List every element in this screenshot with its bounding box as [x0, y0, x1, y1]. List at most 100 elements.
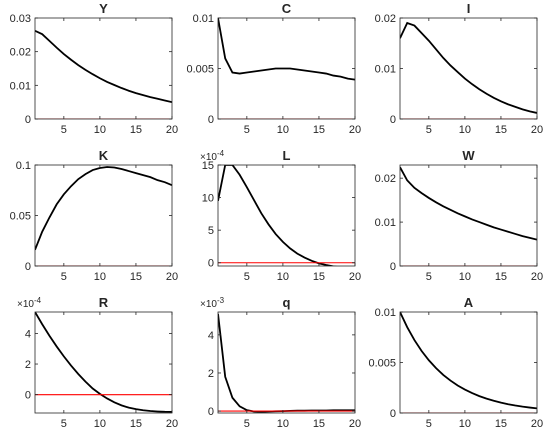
y-tick-label: 0.02 [10, 47, 31, 59]
x-tick-label: 5 [426, 418, 432, 430]
panel-c: C 5 10 15 20 0 0.005 0.01 [186, 1, 361, 136]
y-tick-label: 2 [208, 368, 214, 380]
x-tick-label: 15 [130, 271, 142, 283]
y-tick-label: 0 [25, 261, 31, 273]
x-tick-label: 20 [166, 271, 178, 283]
series-line-w [400, 166, 537, 241]
x-tick-label: 5 [61, 124, 67, 136]
x-tick-label: 15 [495, 271, 507, 283]
x-tick-label: 15 [313, 418, 325, 430]
y-tick-label: 0 [390, 408, 396, 420]
x-tick-label: 10 [277, 124, 289, 136]
series-line-r [35, 312, 172, 413]
y-exponent-label: ×10-3 [200, 296, 225, 310]
x-tick-label: 5 [426, 271, 432, 283]
y-exponent-label: ×10-4 [17, 296, 42, 310]
x-tick-label: 10 [277, 418, 289, 430]
y-tick-label: 0 [25, 114, 31, 126]
x-tick-label: 15 [495, 124, 507, 136]
x-tick-label: 5 [244, 271, 250, 283]
y-tick-label: 0.01 [10, 80, 31, 92]
series-line-k [35, 166, 172, 251]
series-line-i [400, 21, 537, 114]
panel-k: K 5 10 15 20 0 0.05 0.1 [10, 148, 179, 283]
x-tick-label: 20 [349, 418, 361, 430]
axes-box [399, 311, 538, 414]
panel-w: W 5 10 15 20 0 0.01 0.02 [375, 148, 544, 283]
x-tick-label: 20 [531, 124, 543, 136]
y-tick-label: 0 [390, 114, 396, 126]
panel-y: Y 5 10 15 20 0 0.01 0.02 0.03 [10, 1, 179, 136]
x-tick-label: 10 [459, 124, 471, 136]
y-tick-label: 0.01 [375, 307, 396, 319]
x-tick-label: 5 [244, 124, 250, 136]
x-tick-label: 10 [277, 271, 289, 283]
panel-q: q 5 10 15 20 0 2 4 ×10-3 [200, 295, 361, 430]
x-tick-label: 5 [61, 418, 67, 430]
series-line-l [218, 165, 338, 266]
x-tick-label: 20 [349, 271, 361, 283]
panel-title: K [99, 148, 109, 163]
panel-title: R [99, 295, 109, 310]
y-tick-label: 0 [208, 258, 214, 270]
axes-box [217, 311, 356, 414]
axes-box [399, 164, 538, 267]
x-tick-label: 15 [313, 124, 325, 136]
y-tick-label: 0.01 [375, 64, 396, 76]
y-tick-label: 2 [25, 359, 31, 371]
panel-i: I 5 10 15 20 0 0.01 0.02 [375, 1, 544, 136]
y-tick-label: 0.02 [375, 173, 396, 185]
y-tick-label: 0 [208, 406, 214, 418]
y-tick-label: 0.05 [10, 211, 31, 223]
y-tick-label: 0 [390, 261, 396, 273]
axes-box [34, 17, 173, 120]
x-tick-label: 10 [459, 418, 471, 430]
x-tick-label: 20 [531, 271, 543, 283]
x-tick-label: 15 [313, 271, 325, 283]
x-tick-label: 15 [130, 418, 142, 430]
axes-box [34, 164, 173, 267]
x-tick-label: 10 [94, 124, 106, 136]
axes-box [217, 164, 356, 267]
y-tick-label: 5 [208, 225, 214, 237]
panel-title: L [283, 148, 291, 163]
x-tick-label: 15 [495, 418, 507, 430]
y-tick-label: 10 [202, 193, 214, 205]
y-tick-label: 0 [25, 390, 31, 402]
panel-title: C [282, 1, 292, 16]
x-tick-label: 5 [244, 418, 250, 430]
y-exponent-label: ×10-4 [200, 149, 225, 163]
series-line-q [218, 313, 355, 413]
y-tick-label: 0.01 [375, 217, 396, 229]
series-line-a [400, 312, 537, 410]
y-tick-label: 0.005 [368, 358, 396, 370]
panel-title: A [464, 295, 474, 310]
y-tick-label: 0.02 [375, 13, 396, 25]
panel-title: W [462, 148, 475, 163]
x-tick-label: 20 [166, 418, 178, 430]
y-tick-label: 15 [202, 160, 214, 172]
x-tick-label: 10 [94, 418, 106, 430]
panel-r: R 5 10 15 20 0 2 4 ×10-4 [17, 295, 178, 430]
panel-title: q [283, 295, 291, 310]
panel-title: I [467, 1, 471, 16]
x-tick-label: 15 [130, 124, 142, 136]
y-tick-label: 4 [208, 330, 214, 342]
series-line-c [218, 18, 355, 81]
x-tick-label: 10 [94, 271, 106, 283]
x-tick-label: 20 [166, 124, 178, 136]
y-tick-label: 0.01 [193, 13, 214, 25]
x-tick-label: 20 [531, 418, 543, 430]
axes-box [34, 311, 173, 414]
y-tick-label: 0 [208, 114, 214, 126]
y-tick-label: 0.1 [16, 160, 31, 172]
x-tick-label: 5 [426, 124, 432, 136]
x-tick-label: 20 [349, 124, 361, 136]
panel-title: Y [99, 1, 108, 16]
x-tick-label: 5 [61, 271, 67, 283]
series-line-y [35, 29, 172, 104]
y-tick-label: 0.03 [10, 13, 31, 25]
x-tick-label: 10 [459, 271, 471, 283]
y-tick-label: 4 [25, 328, 31, 340]
